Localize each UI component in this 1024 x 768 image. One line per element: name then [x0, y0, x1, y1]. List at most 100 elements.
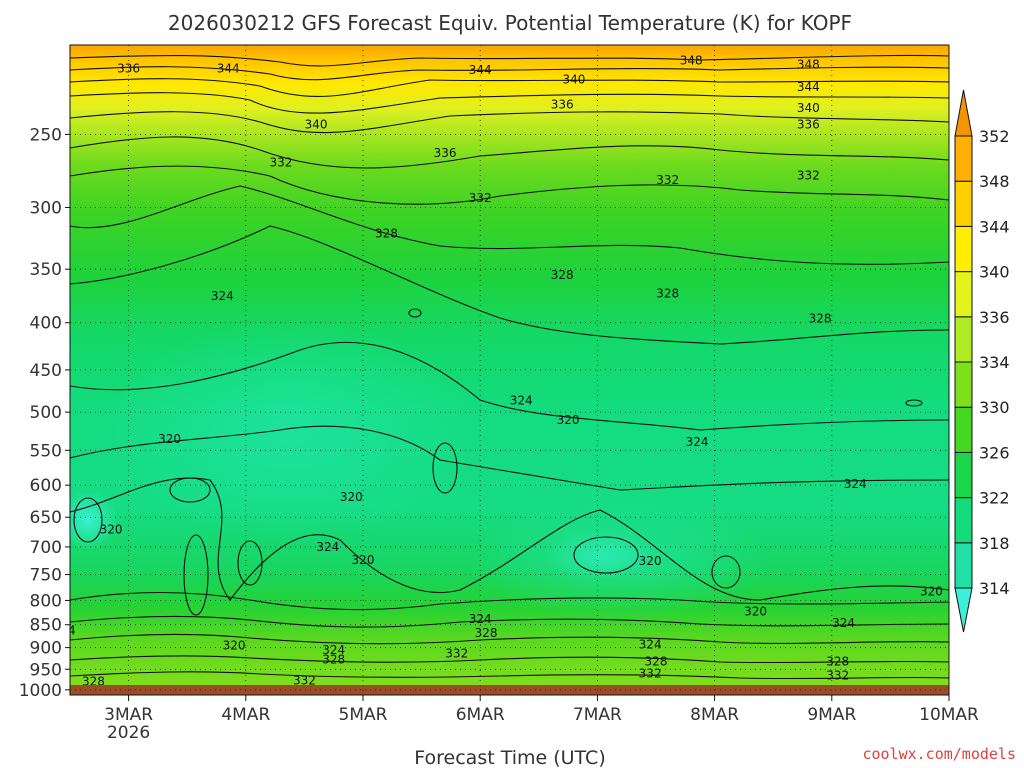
terrain-strip: [70, 685, 949, 695]
x-tick-label: 3MAR: [104, 705, 153, 725]
contour-label: 324: [316, 540, 339, 554]
contour-label: 320: [158, 432, 181, 446]
contour-label: 336: [797, 118, 820, 132]
colorbar-label: 334: [979, 353, 1010, 372]
contour-label: 320: [744, 604, 767, 618]
y-tick-label: 700: [30, 538, 62, 558]
colorbar-label: 322: [979, 489, 1010, 508]
colorbar-label: 352: [979, 127, 1010, 146]
contour-label: 336: [117, 61, 140, 75]
contour-label: 328: [809, 312, 832, 326]
y-tick-label: 300: [30, 198, 62, 218]
contour-label: 328: [82, 675, 105, 689]
y-tick-label: 650: [30, 508, 62, 528]
contour-label: 320: [223, 638, 246, 652]
contour-label: 328: [475, 626, 498, 640]
credit-text: coolwx.com/models: [862, 745, 1016, 763]
x-tick-label: 5MAR: [339, 705, 388, 725]
x-axis-label: Forecast Time (UTC): [414, 747, 605, 768]
contour-label: 324: [639, 637, 662, 651]
colorbar-segment: [954, 271, 973, 318]
contour-label: 320: [100, 522, 123, 536]
y-tick-label: 400: [30, 314, 62, 334]
colorbar-label: 340: [979, 263, 1010, 282]
contour-label: 332: [270, 155, 293, 169]
colorbar-segment: [954, 89, 973, 137]
colorbar-segment: [954, 497, 973, 544]
y-tick-label: 450: [30, 361, 62, 381]
colorbar-label: 314: [979, 579, 1010, 598]
contour-label: 344: [797, 80, 820, 94]
contour-label: 320: [352, 553, 375, 567]
contour-label: 328: [656, 287, 679, 301]
colorbar-label: 344: [979, 217, 1010, 236]
contour-label: 328: [375, 226, 398, 240]
y-gridlines: [70, 45, 950, 695]
x-tick-label: 6MAR: [456, 705, 505, 725]
y-tick-label: 550: [30, 441, 62, 461]
contour-label: 324: [510, 394, 533, 408]
contour-label: 324: [211, 289, 234, 303]
colorbar-segment: [954, 587, 973, 633]
contour-label: 324: [322, 643, 345, 657]
contour-label: 328: [826, 655, 849, 669]
y-tick-label: 750: [30, 566, 62, 586]
contour-label: 328: [645, 655, 668, 669]
contour-label: 320: [639, 554, 662, 568]
y-tick-label: 800: [30, 591, 62, 611]
contour-label: 328: [322, 652, 345, 666]
contour-label: 324: [832, 616, 855, 630]
contour-label: 332: [639, 666, 662, 680]
y-tick-label: 850: [30, 616, 62, 636]
contour-label: 340: [563, 73, 586, 87]
colorbar-label: 318: [979, 534, 1010, 553]
contour-label: 348: [797, 58, 820, 72]
colorbar-segment: [954, 406, 973, 453]
chart-title: 2026030212 GFS Forecast Equiv. Potential…: [168, 11, 852, 35]
y-tick-label: 350: [30, 260, 62, 280]
contour-label: 320: [920, 584, 943, 598]
x-tick-label: 4MAR: [221, 705, 270, 725]
colorbar-label: 326: [979, 443, 1010, 462]
contour-label: 344: [217, 61, 240, 75]
contour-label: 340: [797, 101, 820, 115]
y-tick-label: 600: [30, 476, 62, 496]
contour-label: 336: [551, 97, 574, 111]
colorbar-segment: [954, 180, 973, 227]
y-tick-label: 250: [30, 125, 62, 145]
y-axis: 250 300 350 400 450 500 550 600 650 700 750 800 850 9…: [19, 125, 70, 701]
contour-label: 332: [656, 173, 679, 187]
contour-label: 332: [293, 674, 316, 688]
y-tick-label: 900: [30, 639, 62, 659]
contour-label: 336: [434, 146, 457, 160]
contour-label: 328: [6, 155, 29, 169]
contour-lines: [70, 54, 949, 680]
contour-label: 332: [445, 646, 468, 660]
colorbar-segment: [954, 361, 973, 408]
colorbar-label: 330: [979, 398, 1010, 417]
contour-label: 320: [340, 490, 363, 504]
colorbar-segment: [954, 316, 973, 363]
contour-label: 348: [680, 54, 703, 68]
contour-label: 324: [469, 612, 492, 626]
contour-label: 340: [305, 118, 328, 132]
colorbar-label: 336: [979, 308, 1010, 327]
colorbar-segment: [954, 225, 973, 273]
colorbar-segment: [954, 451, 973, 499]
contour-label: 332: [469, 191, 492, 205]
colorbar: 314 318 322 326 330 334 336 340 344 348 352: [954, 89, 1010, 633]
contour-label: 332: [797, 168, 820, 182]
y-tick-label: 950: [30, 660, 62, 680]
colorbar-segment: [954, 135, 973, 182]
x-tick-label: 7MAR: [573, 705, 622, 725]
colorbar-segment: [954, 542, 973, 589]
contour-label: 332: [826, 669, 849, 683]
contour-label: 324: [844, 477, 867, 491]
x-tick-label: 10MAR: [919, 705, 979, 725]
y-tick-label: 500: [30, 403, 62, 423]
contour-label: 328: [551, 268, 574, 282]
